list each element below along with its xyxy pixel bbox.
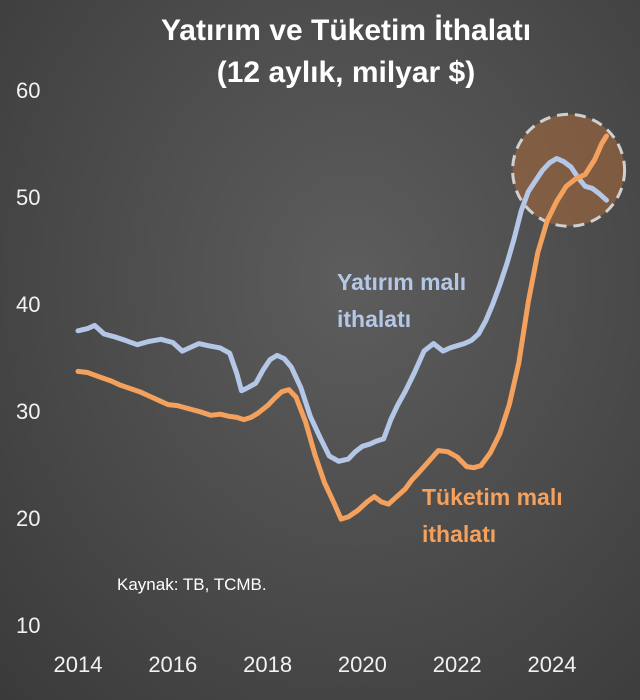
series-label-yatirim: Yatırım malı bbox=[337, 269, 466, 295]
y-tick-label: 20 bbox=[16, 506, 40, 531]
series-line-tuketim bbox=[75, 133, 609, 522]
y-tick-label: 10 bbox=[16, 613, 40, 638]
y-tick-label: 30 bbox=[16, 399, 40, 424]
x-tick-label: 2020 bbox=[338, 652, 387, 677]
series-label-yatirim: ithalatı bbox=[337, 306, 411, 332]
highlight-circle bbox=[511, 112, 627, 228]
x-tick-label: 2024 bbox=[528, 652, 577, 677]
chart-subtitle: (12 aylık, milyar $) bbox=[217, 56, 476, 89]
source-note: Kaynak: TB, TCMB. bbox=[117, 575, 267, 594]
series-label-tuketim: ithalatı bbox=[422, 521, 496, 547]
x-tick-label: 2014 bbox=[54, 652, 103, 677]
y-tick-label: 50 bbox=[16, 185, 40, 210]
series-line-yatirim bbox=[75, 156, 609, 464]
series-label-tuketim: Tüketim malı bbox=[422, 484, 563, 510]
chart-title: Yatırım ve Tüketim İthalatı bbox=[161, 14, 531, 47]
x-tick-label: 2018 bbox=[243, 652, 292, 677]
x-tick-label: 2022 bbox=[433, 652, 482, 677]
series-layer bbox=[75, 133, 609, 522]
y-tick-label: 60 bbox=[16, 78, 40, 103]
x-axis-ticks: 2014 2016 2018 2020 2022 2024 bbox=[54, 652, 577, 677]
x-tick-label: 2016 bbox=[148, 652, 197, 677]
y-tick-label: 40 bbox=[16, 292, 40, 317]
highlight-layer bbox=[511, 112, 627, 228]
series-labels-layer: Yatırım malı ithalatı Tüketim malı ithalatı bbox=[337, 269, 563, 547]
y-axis-ticks: 10 20 30 40 50 60 bbox=[16, 78, 40, 638]
